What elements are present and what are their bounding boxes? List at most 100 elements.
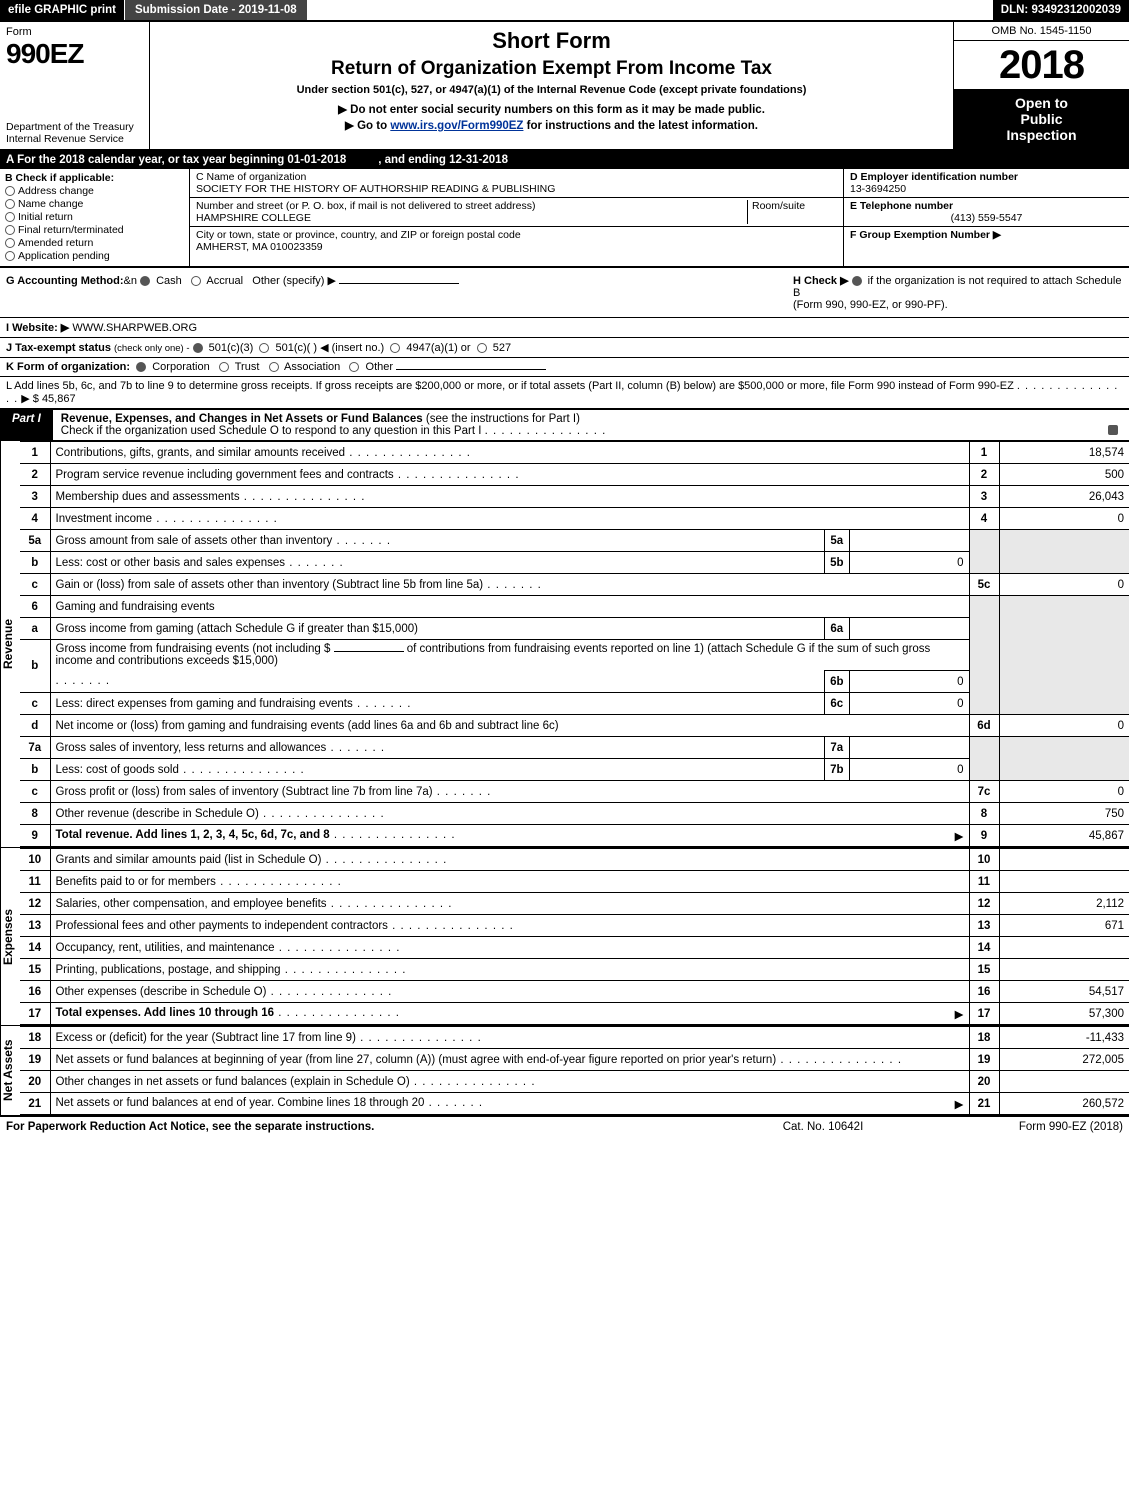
line-5c: cGain or (loss) from sale of assets othe…: [20, 574, 1129, 596]
line-2: 2Program service revenue including gover…: [20, 464, 1129, 486]
street-label: Number and street (or P. O. box, if mail…: [196, 200, 747, 212]
chk-501c3[interactable]: [193, 343, 203, 353]
efile-print-label[interactable]: efile GRAPHIC print: [0, 0, 124, 20]
chk-trust[interactable]: [219, 362, 229, 372]
chk-application-pending[interactable]: Application pending: [5, 250, 184, 262]
l-amt-pre: ▶ $: [21, 393, 42, 405]
open-l2: Public: [958, 111, 1125, 127]
phone-cell: E Telephone number (413) 559-5547: [844, 198, 1129, 227]
chk-527[interactable]: [477, 343, 487, 353]
header-mid: Short Form Return of Organization Exempt…: [150, 22, 954, 149]
open-public-inspection: Open to Public Inspection: [954, 89, 1129, 149]
accounting-h-row: G Accounting Method:&n Cash Accrual Othe…: [0, 268, 1129, 318]
line-3: 3Membership dues and assessments326,043: [20, 486, 1129, 508]
k-label: K Form of organization:: [6, 361, 130, 373]
chk-corporation[interactable]: [136, 362, 146, 372]
fundraising-contrib-input[interactable]: [334, 651, 404, 652]
phone-value: (413) 559-5547: [850, 212, 1123, 224]
omb-number: OMB No. 1545-1150: [954, 22, 1129, 41]
line-20: 20Other changes in net assets or fund ba…: [20, 1071, 1129, 1093]
line-16: 16Other expenses (describe in Schedule O…: [20, 981, 1129, 1003]
header-right: OMB No. 1545-1150 2018 Open to Public In…: [954, 22, 1129, 149]
chk-4947[interactable]: [390, 343, 400, 353]
chk-address-change[interactable]: Address change: [5, 185, 184, 197]
chk-initial-return[interactable]: Initial return: [5, 211, 184, 223]
revenue-table: 1Contributions, gifts, grants, and simil…: [20, 441, 1129, 847]
short-form-title: Short Form: [160, 28, 943, 54]
line-6d: dNet income or (loss) from gaming and fu…: [20, 715, 1129, 737]
line-4: 4Investment income40: [20, 508, 1129, 530]
efile-topbar: efile GRAPHIC print Submission Date - 20…: [0, 0, 1129, 22]
chk-cash[interactable]: [140, 276, 150, 286]
tax-exempt-row: J Tax-exempt status (check only one) - 5…: [0, 338, 1129, 358]
other-org-input[interactable]: [396, 369, 546, 370]
line-7a: 7aGross sales of inventory, less returns…: [20, 737, 1129, 759]
website-value: WWW.SHARPWEB.ORG: [72, 322, 197, 334]
group-exemption-cell: F Group Exemption Number ▶: [844, 227, 1129, 266]
chk-association[interactable]: [269, 362, 279, 372]
col-b-label: B Check if applicable:: [5, 172, 184, 184]
h-schedule-b: H Check ▶ if the organization is not req…: [793, 274, 1123, 311]
chk-501c[interactable]: [259, 343, 269, 353]
footer-form-ref: Form 990-EZ (2018): [923, 1121, 1123, 1133]
dept-treasury: Department of the Treasury: [6, 121, 143, 133]
line-17: 17Total expenses. Add lines 10 through 1…: [20, 1003, 1129, 1025]
form-of-org-row: K Form of organization: Corporation Trus…: [0, 358, 1129, 377]
org-city-cell: City or town, state or province, country…: [190, 227, 843, 266]
irs-link[interactable]: www.irs.gov/Form990EZ: [390, 120, 523, 132]
line-6b-top: bGross income from fundraising events (n…: [20, 640, 1129, 671]
open-l1: Open to: [958, 95, 1125, 111]
street-value: HAMPSHIRE COLLEGE: [196, 212, 747, 224]
col-b-checkboxes: B Check if applicable: Address change Na…: [0, 169, 190, 266]
submission-date: Submission Date - 2019-11-08: [124, 0, 307, 20]
line-14: 14Occupancy, rent, utilities, and mainte…: [20, 937, 1129, 959]
part-i-tab: Part I: [0, 410, 53, 440]
netassets-sidelabel: Net Assets: [0, 1026, 20, 1115]
chk-final-return[interactable]: Final return/terminated: [5, 224, 184, 236]
line-6a: aGross income from gaming (attach Schedu…: [20, 618, 1129, 640]
org-name-label: C Name of organization: [196, 171, 837, 183]
ein-value: 13-3694250: [850, 183, 1123, 195]
website-label: I Website: ▶: [6, 322, 69, 334]
line-12: 12Salaries, other compensation, and empl…: [20, 893, 1129, 915]
form-label: Form: [6, 26, 143, 38]
net-assets-section: Net Assets 18Excess or (deficit) for the…: [0, 1026, 1129, 1115]
l-text: L Add lines 5b, 6c, and 7b to line 9 to …: [6, 380, 1014, 392]
line-6: 6Gaming and fundraising events: [20, 596, 1129, 618]
footer-cat-no: Cat. No. 10642I: [723, 1121, 923, 1133]
goto-note: ▶ Go to www.irs.gov/Form990EZ for instru…: [160, 118, 943, 132]
line-15: 15Printing, publications, postage, and s…: [20, 959, 1129, 981]
tax-year: 2018: [954, 41, 1129, 89]
col-d-e-f: D Employer identification number 13-3694…: [844, 169, 1129, 266]
page-footer: For Paperwork Reduction Act Notice, see …: [0, 1115, 1129, 1137]
part-i-sub: (see the instructions for Part I): [426, 413, 580, 425]
chk-schedule-o[interactable]: [1108, 425, 1118, 435]
line-7b: bLess: cost of goods sold7b0: [20, 759, 1129, 781]
line-5b: bLess: cost or other basis and sales exp…: [20, 552, 1129, 574]
line-18: 18Excess or (deficit) for the year (Subt…: [20, 1027, 1129, 1049]
org-name-value: SOCIETY FOR THE HISTORY OF AUTHORSHIP RE…: [196, 183, 837, 195]
ein-cell: D Employer identification number 13-3694…: [844, 169, 1129, 198]
expenses-table: 10Grants and similar amounts paid (list …: [20, 848, 1129, 1025]
part-i-header: Part I Revenue, Expenses, and Changes in…: [0, 410, 1129, 441]
city-label: City or town, state or province, country…: [196, 229, 837, 241]
period-b: , and ending 12-31-2018: [378, 154, 508, 166]
chk-name-change[interactable]: Name change: [5, 198, 184, 210]
chk-other-org[interactable]: [349, 362, 359, 372]
org-name-cell: C Name of organization SOCIETY FOR THE H…: [190, 169, 843, 198]
line-21: 21Net assets or fund balances at end of …: [20, 1093, 1129, 1115]
expenses-section: Expenses 10Grants and similar amounts pa…: [0, 848, 1129, 1026]
chk-amended-return[interactable]: Amended return: [5, 237, 184, 249]
footer-left: For Paperwork Reduction Act Notice, see …: [6, 1121, 723, 1133]
part-i-check-line: Check if the organization used Schedule …: [61, 425, 1121, 437]
form-header: Form 990EZ Department of the Treasury In…: [0, 22, 1129, 151]
accounting-other-input[interactable]: [339, 283, 459, 284]
revenue-section: Revenue 1Contributions, gifts, grants, a…: [0, 441, 1129, 848]
open-l3: Inspection: [958, 127, 1125, 143]
dln-label: DLN: 93492312002039: [993, 0, 1129, 20]
chk-schedule-b[interactable]: [852, 276, 862, 286]
dots-icon: [485, 425, 607, 437]
line-9: 9Total revenue. Add lines 1, 2, 3, 4, 5c…: [20, 825, 1129, 847]
col-c-org-info: C Name of organization SOCIETY FOR THE H…: [190, 169, 844, 266]
chk-accrual[interactable]: [191, 276, 201, 286]
